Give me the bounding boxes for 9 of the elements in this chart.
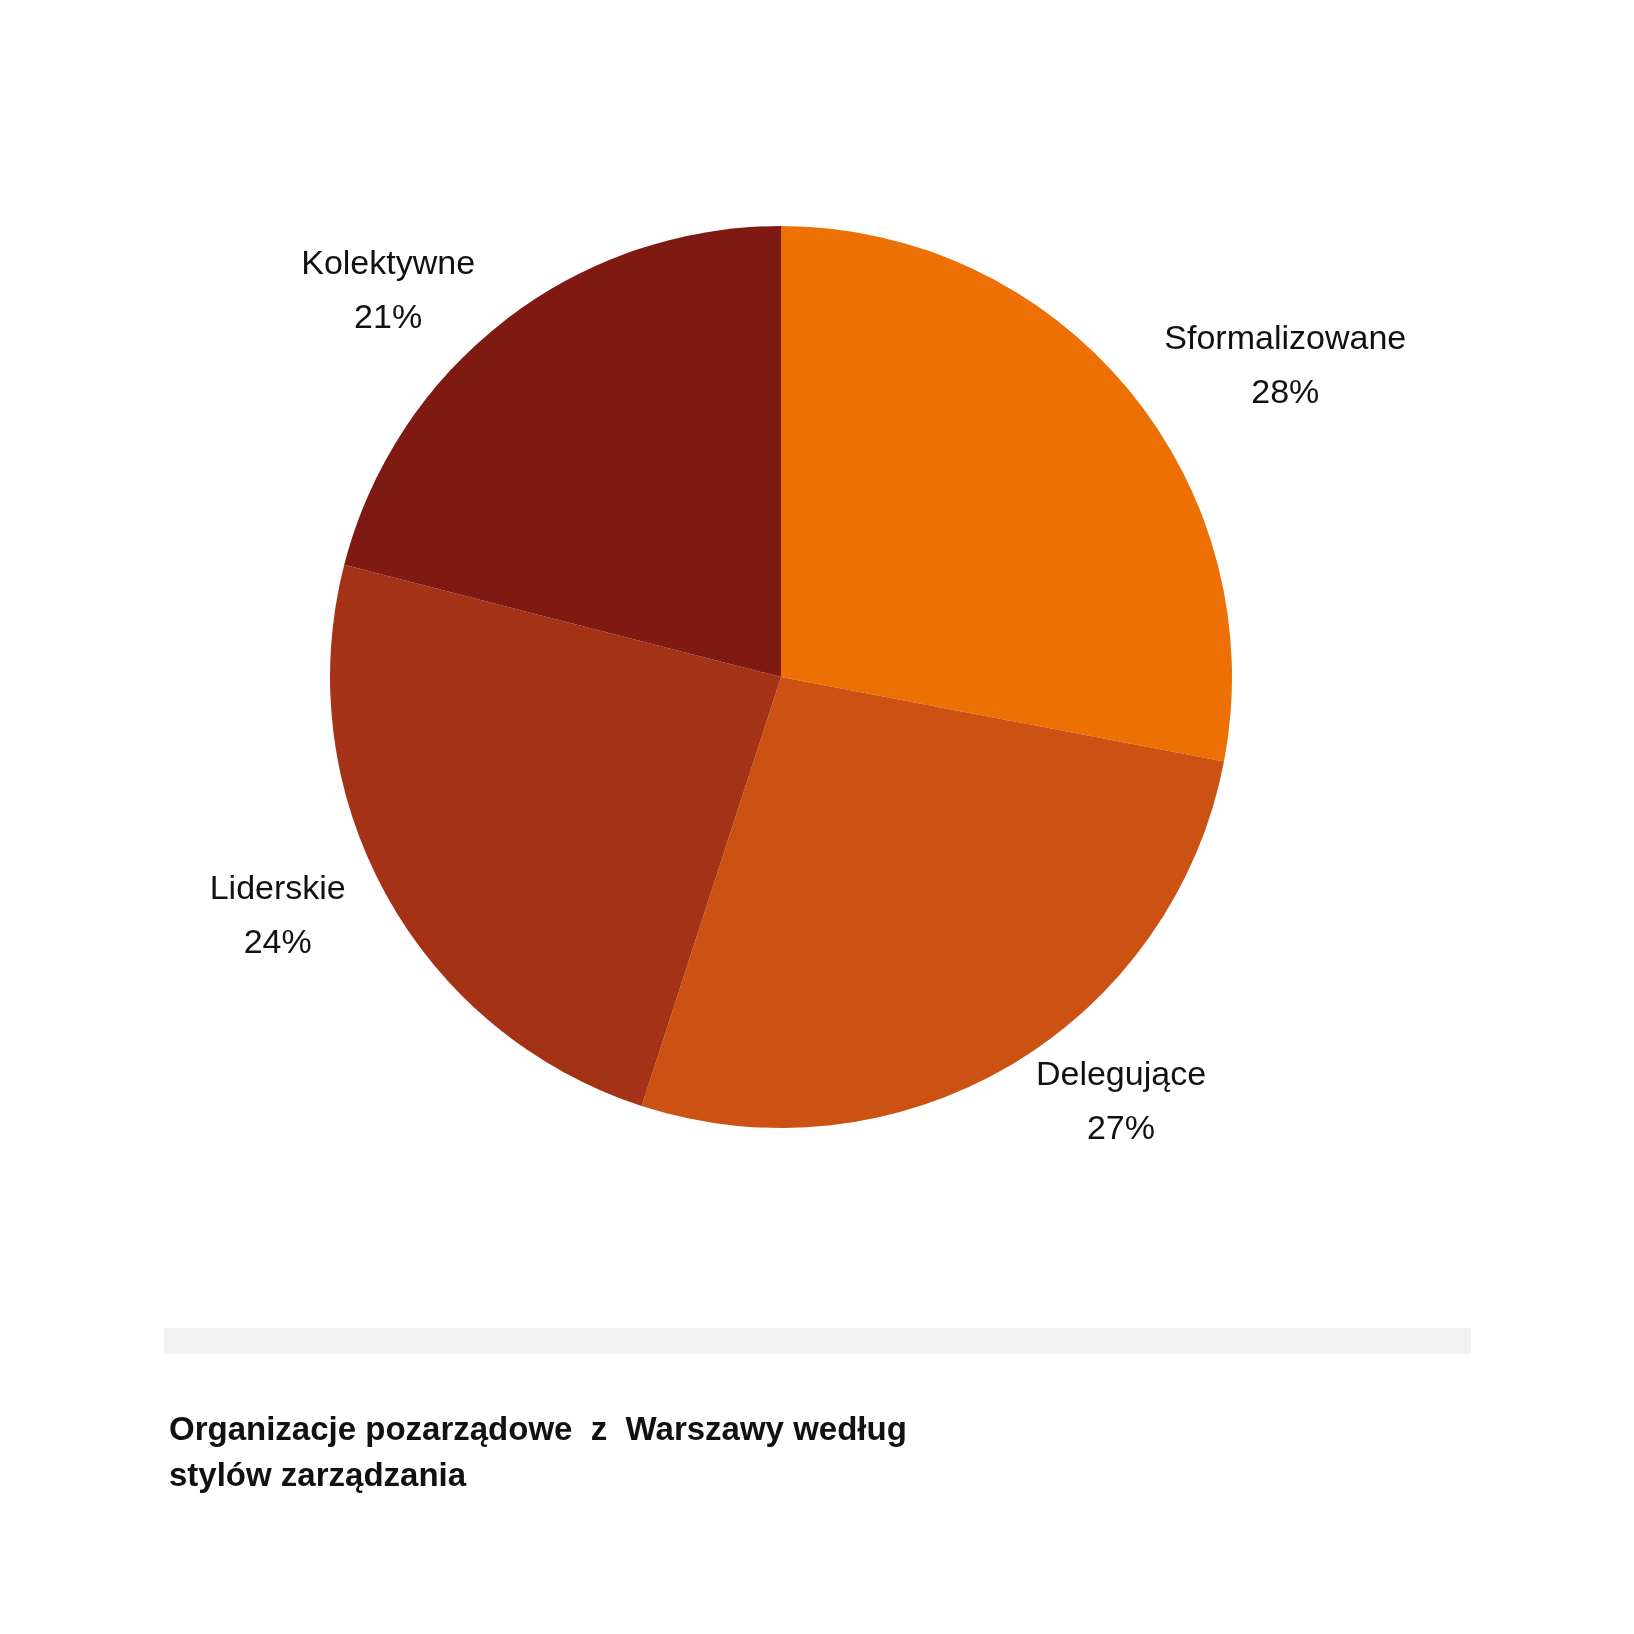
data-label: 27% xyxy=(1086,1107,1156,1146)
slice-label: Sformalizowane xyxy=(1164,318,1407,357)
slice-label: Liderskie xyxy=(209,867,346,906)
slice-label: Kolektywne xyxy=(301,243,476,282)
slice-label: Delegujące xyxy=(1035,1053,1207,1092)
data-label: 24% xyxy=(243,921,312,960)
text: Organizacje pozarządowe z Warszawy według stylów zarządzania xyxy=(169,1409,916,1493)
data-label: 28% xyxy=(1251,372,1320,411)
data-label: 21% xyxy=(354,297,423,336)
